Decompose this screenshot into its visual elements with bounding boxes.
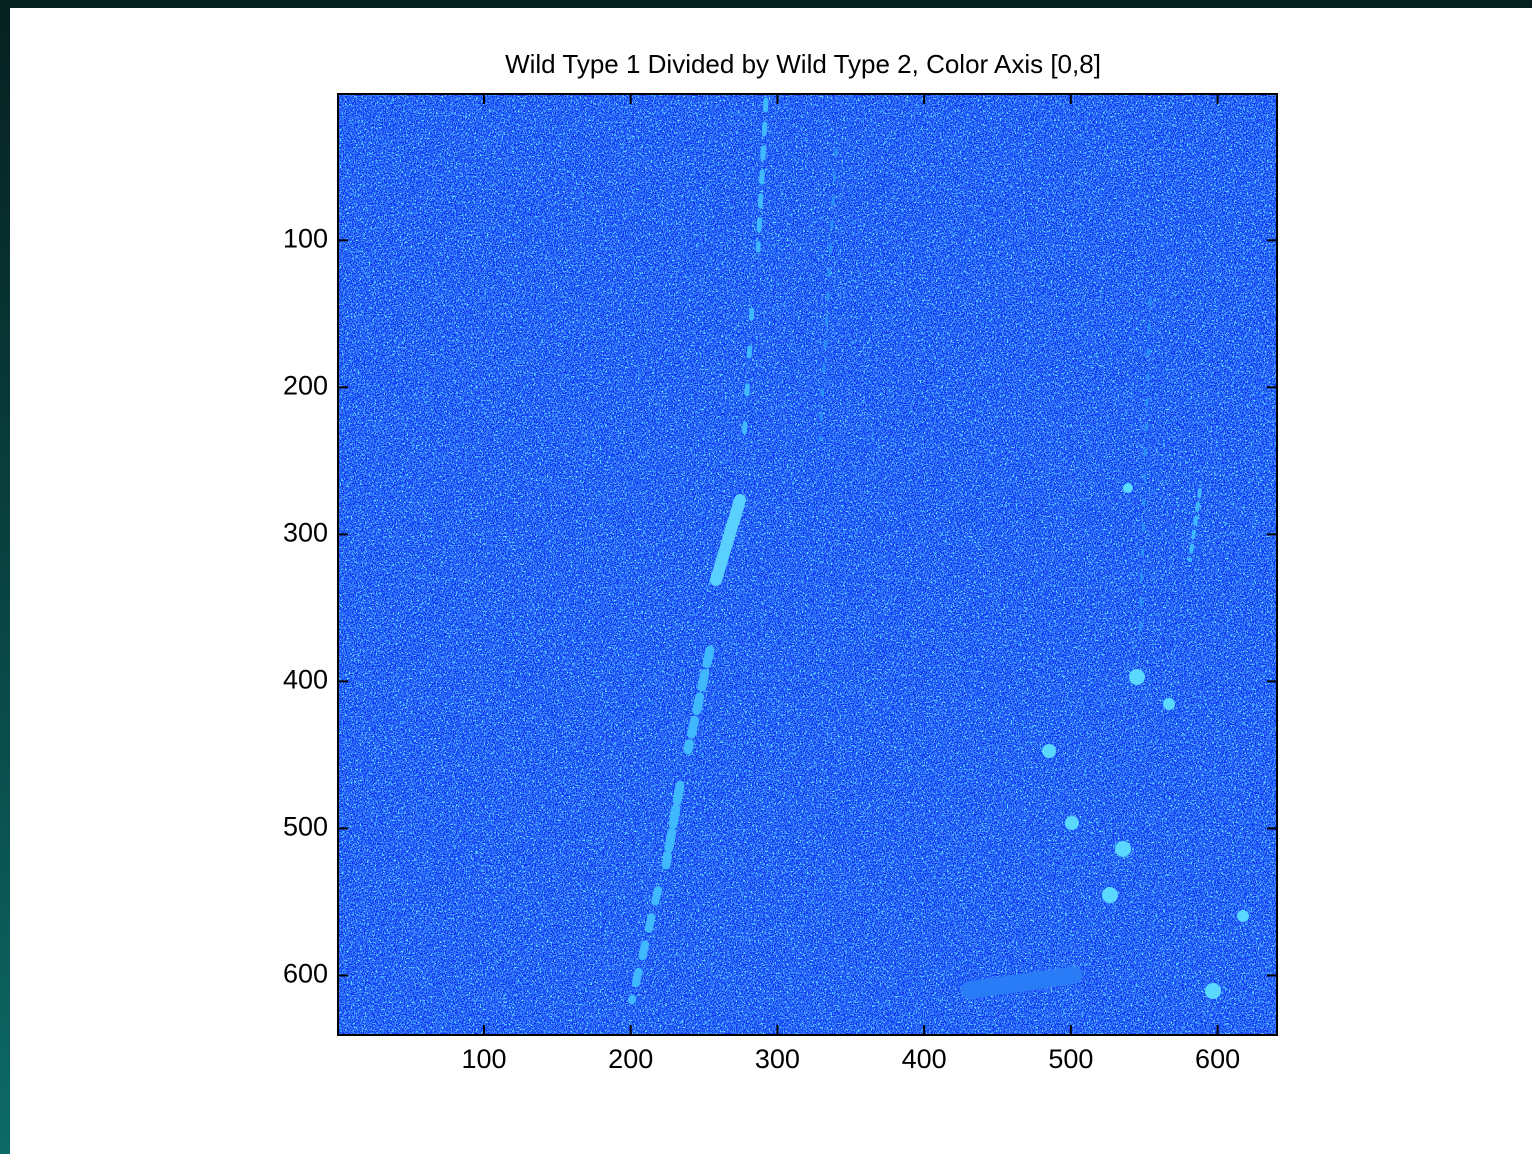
- x-tick-label: 200: [608, 1044, 653, 1074]
- axes-box: [337, 93, 1278, 1036]
- chart-title: Wild Type 1 Divided by Wild Type 2, Colo…: [505, 49, 1101, 79]
- y-tick-label: 600: [283, 959, 328, 989]
- y-tick-label: 400: [283, 665, 328, 695]
- y-tick-label: 500: [283, 812, 328, 842]
- y-tick-label: 100: [283, 223, 328, 253]
- image-spots: [1042, 483, 1249, 999]
- image-streaks: [628, 97, 1202, 1004]
- x-tick-label: 600: [1195, 1044, 1240, 1074]
- x-tick-label: 500: [1048, 1044, 1093, 1074]
- y-tick-label: 300: [283, 517, 328, 547]
- x-tick-label: 400: [902, 1044, 947, 1074]
- x-tick-label: 300: [755, 1044, 800, 1074]
- x-tick-label: 100: [461, 1044, 506, 1074]
- y-tick-label: 200: [283, 370, 328, 400]
- heatmap-image: [338, 94, 1277, 1035]
- image-speckle: [338, 94, 1277, 1035]
